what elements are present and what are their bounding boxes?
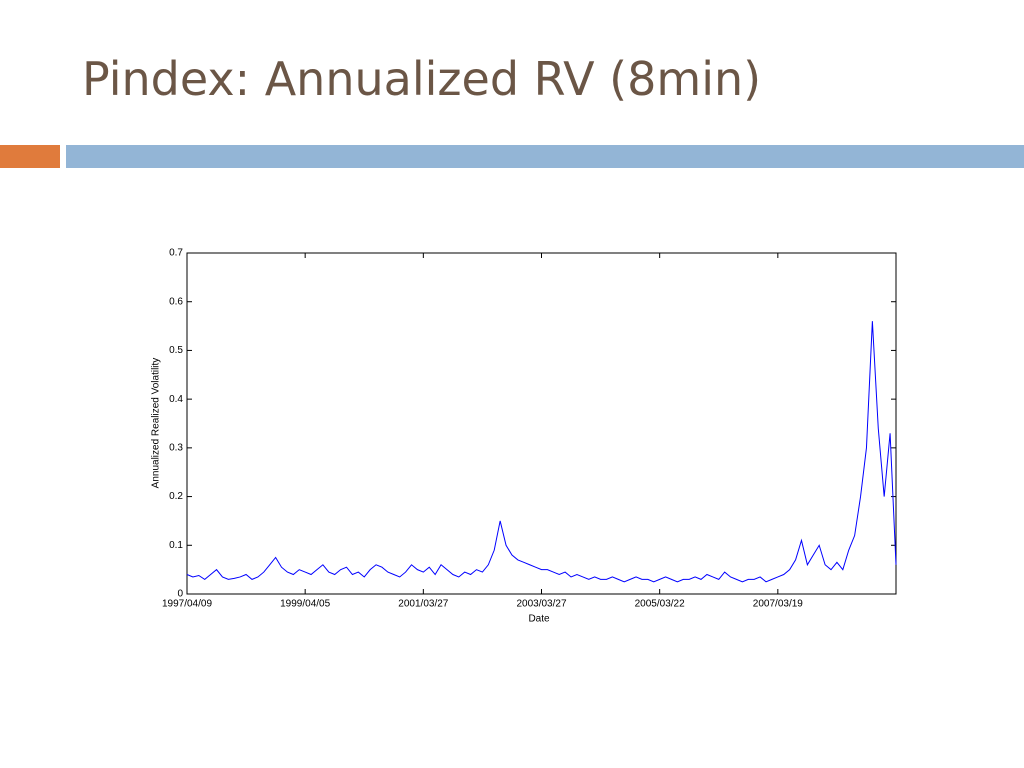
- y-tick-label: 0.2: [169, 491, 183, 502]
- y-tick-label: 0: [177, 589, 183, 600]
- plot-frame: [186, 252, 897, 595]
- x-tick-label: 2003/03/27: [516, 599, 566, 610]
- y-tick-label: 0.7: [169, 248, 183, 259]
- x-tick-label: 2001/03/27: [398, 599, 448, 610]
- y-tick-label: 0.4: [169, 394, 183, 405]
- x-tick-label: 1997/04/09: [162, 599, 212, 610]
- y-tick-label: 0.1: [169, 540, 183, 551]
- slide-title: Pindex: Annualized RV (8min): [82, 52, 762, 106]
- data-line: [186, 321, 897, 583]
- y-tick-label: 0.6: [169, 296, 183, 307]
- y-tick-label: 0.3: [169, 442, 183, 453]
- x-tick-label: 1999/04/05: [280, 599, 330, 610]
- x-axis-label: Date: [528, 614, 550, 625]
- x-tick-label: 2005/03/22: [635, 599, 685, 610]
- header-bar: [66, 145, 1024, 168]
- y-tick-label: 0.5: [169, 345, 183, 356]
- accent-bar: [0, 145, 60, 168]
- x-tick-label: 2007/03/19: [753, 599, 803, 610]
- y-axis-label: Annualized Realized Volatility: [151, 358, 162, 489]
